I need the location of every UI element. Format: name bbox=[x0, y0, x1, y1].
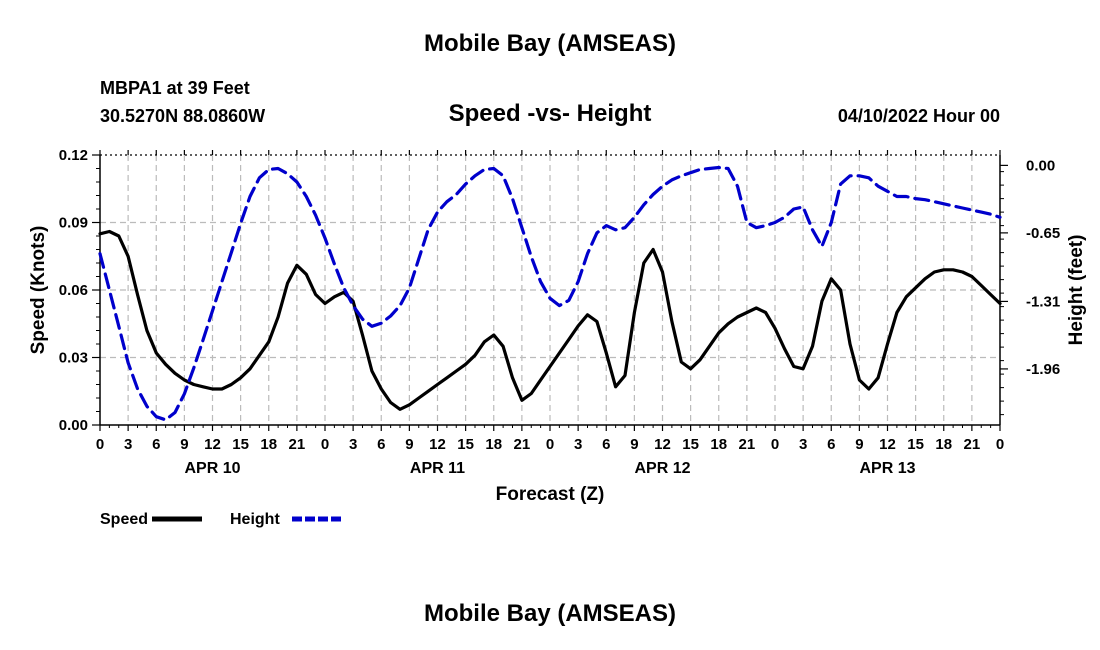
x-tick-label: 21 bbox=[289, 436, 306, 453]
y2-tick-label: -0.65 bbox=[1026, 225, 1060, 242]
y2-axis-title: Height (feet) bbox=[1066, 235, 1087, 346]
x-tick-label: 12 bbox=[879, 436, 896, 453]
x-tick-label: 0 bbox=[96, 436, 104, 453]
x-tick-label: 9 bbox=[855, 436, 863, 453]
x-tick-label: 21 bbox=[964, 436, 981, 453]
x-tick-label: 0 bbox=[546, 436, 554, 453]
main-title: Mobile Bay (AMSEAS) bbox=[423, 30, 677, 57]
x-tick-label: 3 bbox=[799, 436, 807, 453]
y-axis-title: Speed (Knots) bbox=[28, 226, 49, 355]
bottom-title: Mobile Bay (AMSEAS) bbox=[423, 600, 677, 627]
x-tick-label: 3 bbox=[574, 436, 582, 453]
day-label: APR 12 bbox=[634, 460, 690, 477]
x-tick-label: 6 bbox=[152, 436, 160, 453]
x-tick-label: 18 bbox=[485, 436, 502, 453]
y2-tick-label: -1.31 bbox=[1026, 293, 1060, 310]
x-tick-label: 15 bbox=[457, 436, 474, 453]
chart-title: Speed -vs- Height bbox=[448, 100, 652, 127]
station-label: MBPA1 at 39 Feet bbox=[100, 78, 250, 98]
day-label: APR 10 bbox=[184, 460, 240, 477]
x-tick-label: 15 bbox=[682, 436, 699, 453]
y-tick-label: 0.06 bbox=[59, 282, 88, 299]
x-tick-label: 12 bbox=[204, 436, 221, 453]
y-tick-label: 0.03 bbox=[59, 350, 88, 367]
series-line-height bbox=[98, 165, 1002, 422]
forecast-datetime: 04/10/2022 Hour 00 bbox=[837, 106, 1000, 126]
x-tick-label: 18 bbox=[260, 436, 277, 453]
speed-height-chart: 0 3 6 9 12 15 18 21 0 3 6 9 12 15 18 21 0 3 6 9 12 15 18 21 0 3 6 9… bbox=[28, 147, 1087, 528]
series-line-speed bbox=[98, 229, 1002, 411]
y-tick-label: 0.00 bbox=[59, 417, 88, 434]
legend-label: Height bbox=[230, 511, 280, 528]
x-tick-label: 6 bbox=[602, 436, 610, 453]
x-tick-label: 18 bbox=[710, 436, 727, 453]
x-tick-label: 12 bbox=[654, 436, 671, 453]
x-tick-label: 9 bbox=[405, 436, 413, 453]
x-tick-label: 15 bbox=[232, 436, 249, 453]
x-tick-label: 12 bbox=[429, 436, 446, 453]
coordinates-label: 30.5270N 88.0860W bbox=[100, 106, 266, 126]
x-tick-label: 0 bbox=[996, 436, 1004, 453]
x-tick-label: 3 bbox=[349, 436, 357, 453]
x-tick-label: 9 bbox=[180, 436, 188, 453]
x-tick-label: 21 bbox=[739, 436, 756, 453]
x-tick-label: 6 bbox=[827, 436, 835, 453]
legend-label: Speed bbox=[100, 511, 148, 528]
x-tick-label: 15 bbox=[907, 436, 924, 453]
x-tick-label: 0 bbox=[771, 436, 779, 453]
day-label: APR 13 bbox=[859, 460, 915, 477]
y-tick-label: 0.12 bbox=[59, 147, 88, 164]
x-tick-label: 0 bbox=[321, 436, 329, 453]
x-tick-label: 3 bbox=[124, 436, 132, 453]
x-axis-title: Forecast (Z) bbox=[496, 484, 605, 505]
x-tick-label: 18 bbox=[935, 436, 952, 453]
y2-tick-label: 0.00 bbox=[1026, 157, 1055, 174]
y2-tick-label: -1.96 bbox=[1026, 361, 1060, 378]
day-label: APR 11 bbox=[410, 460, 465, 477]
x-tick-label: 21 bbox=[514, 436, 531, 453]
x-tick-label: 9 bbox=[630, 436, 638, 453]
x-tick-label: 6 bbox=[377, 436, 385, 453]
y-tick-label: 0.09 bbox=[59, 215, 88, 232]
